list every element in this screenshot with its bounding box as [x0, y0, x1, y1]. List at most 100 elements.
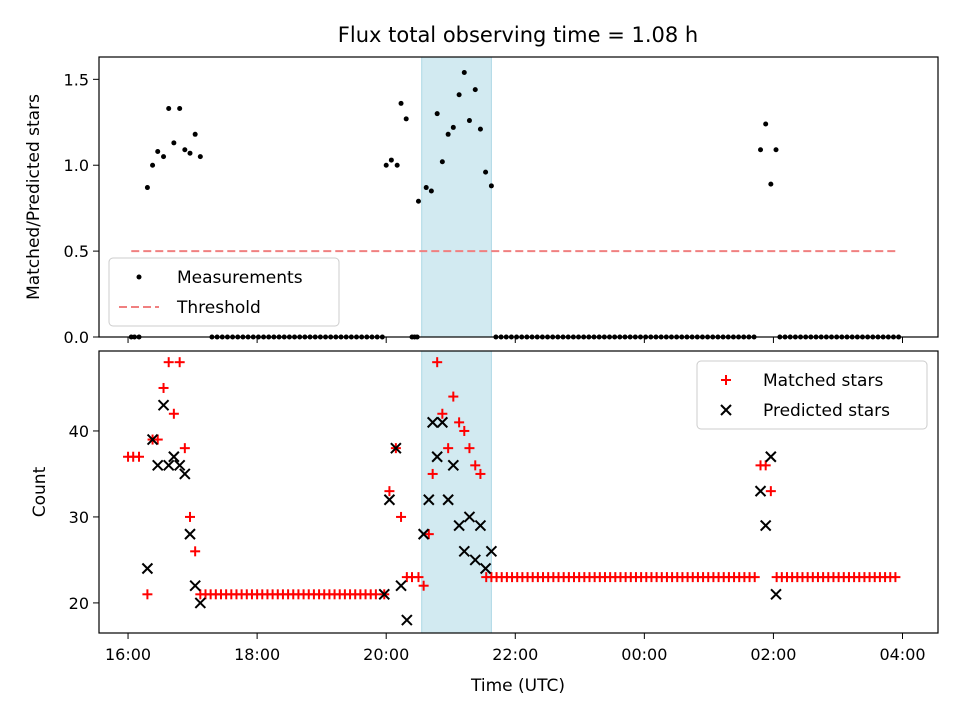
matched-star-point	[370, 589, 381, 600]
legend-matched-marker	[721, 375, 731, 385]
predicted-star-point-b	[423, 494, 435, 506]
predicted-star-point-b	[447, 459, 460, 472]
matched-star-point	[427, 468, 438, 479]
predicted-star-point	[189, 580, 201, 592]
predicted-star-point	[759, 519, 772, 532]
predicted-star-point	[173, 459, 186, 472]
top-y-tick-label: 0.0	[64, 328, 89, 347]
measurement-point	[150, 162, 156, 168]
predicted-star-point	[168, 451, 180, 463]
matched-star-point	[179, 443, 190, 454]
measurement-point	[466, 118, 472, 124]
top-highlight-span	[421, 56, 492, 338]
predicted-star-point-b	[469, 554, 481, 566]
predicted-star-point-b	[146, 433, 159, 446]
bottom-legend-box	[696, 360, 928, 430]
predicted-star-point-b	[141, 562, 154, 575]
predicted-star-point	[423, 494, 435, 506]
x-tick-label: 18:00	[234, 645, 280, 664]
predicted-star-point-b	[463, 511, 476, 523]
measurement-point	[144, 185, 150, 191]
measurement-point	[403, 116, 409, 122]
measurement-point	[161, 154, 167, 160]
measurement-point	[177, 106, 183, 112]
matched-star-point	[158, 382, 169, 393]
predicted-star-point-b	[184, 528, 196, 540]
x-tick-label: 16:00	[105, 645, 151, 664]
matched-star-point	[174, 357, 185, 368]
matched-star-point	[142, 589, 153, 600]
measurement-point	[773, 147, 779, 153]
predicted-star-point	[436, 416, 449, 429]
legend-measurement-marker	[136, 274, 142, 280]
matched-star-point	[448, 391, 459, 402]
measurement-point	[434, 111, 440, 117]
predicted-star-point	[184, 528, 196, 540]
matched-star-point	[437, 408, 448, 419]
predicted-star-point	[474, 519, 487, 532]
predicted-star-point-b	[479, 562, 492, 575]
matched-star-point	[749, 572, 760, 583]
predicted-star-point-b	[417, 528, 430, 540]
matched-star-point	[134, 451, 145, 462]
predicted-star-point	[447, 459, 460, 472]
predicted-star-point	[463, 511, 476, 523]
predicted-star-point-b	[390, 442, 402, 454]
measurement-point	[758, 147, 764, 153]
matched-star-point	[459, 425, 470, 436]
predicted-star-point	[378, 588, 390, 601]
legend-measurements-label: Measurements	[177, 268, 303, 288]
predicted-star-point	[765, 451, 777, 463]
measurement-point	[423, 185, 429, 191]
predicted-star-point-b	[485, 545, 498, 558]
predicted-star-point	[152, 459, 164, 472]
top-y-tick-label: 1.5	[64, 70, 89, 89]
matched-star-point	[765, 486, 776, 497]
predicted-star-point-b	[395, 580, 407, 592]
predicted-star-point	[770, 588, 782, 601]
predicted-star-point	[485, 545, 498, 558]
predicted-star-point	[395, 580, 407, 592]
legend-matched-label: Matched stars	[763, 371, 883, 391]
predicted-star-point	[146, 433, 159, 446]
legend-predicted-marker	[720, 404, 732, 416]
matched-star-point	[890, 572, 901, 583]
x-axis-label: Time (UTC)	[470, 676, 565, 696]
predicted-star-point	[390, 442, 402, 454]
predicted-star-point	[458, 545, 470, 558]
predicted-star-point-b	[152, 459, 164, 472]
predicted-star-point-b	[173, 459, 186, 472]
predicted-star-point-b	[436, 416, 449, 429]
measurement-point	[428, 188, 434, 194]
matched-star-point	[432, 357, 443, 368]
measurement-point	[383, 162, 389, 168]
measurement-point	[439, 159, 445, 165]
predicted-star-point-b	[179, 468, 191, 480]
measurement-point	[197, 154, 203, 160]
matched-star-point	[396, 511, 407, 522]
x-tick-label: 22:00	[492, 645, 538, 664]
count-panel: 20 30 40 16:00 18:00 20:00 22:00 00:00 02:00 04:0…	[30, 350, 939, 664]
predicted-star-point	[383, 494, 396, 506]
bottom-axes-frame	[98, 350, 939, 634]
x-tick-label: 00:00	[621, 645, 667, 664]
measurement-point	[450, 124, 456, 130]
top-legend-box	[108, 257, 340, 327]
predicted-star-point-b	[189, 580, 201, 592]
predicted-star-point-b	[401, 614, 413, 626]
predicted-star-point-b	[383, 494, 396, 506]
bottom-y-tick-label: 30	[69, 508, 89, 527]
predicted-star-point	[157, 399, 170, 411]
predicted-star-point-b	[162, 459, 175, 472]
matched-star-point	[443, 443, 454, 454]
predicted-star-point-b	[770, 588, 782, 601]
measurement-point	[477, 126, 483, 132]
predicted-star-point-b	[453, 519, 465, 532]
predicted-star-point	[401, 614, 413, 626]
predicted-star-point	[179, 468, 191, 480]
measurement-point	[394, 162, 400, 168]
predicted-star-point-b	[426, 416, 439, 429]
measurement-point	[488, 183, 494, 189]
x-tick-label: 20:00	[363, 645, 409, 664]
